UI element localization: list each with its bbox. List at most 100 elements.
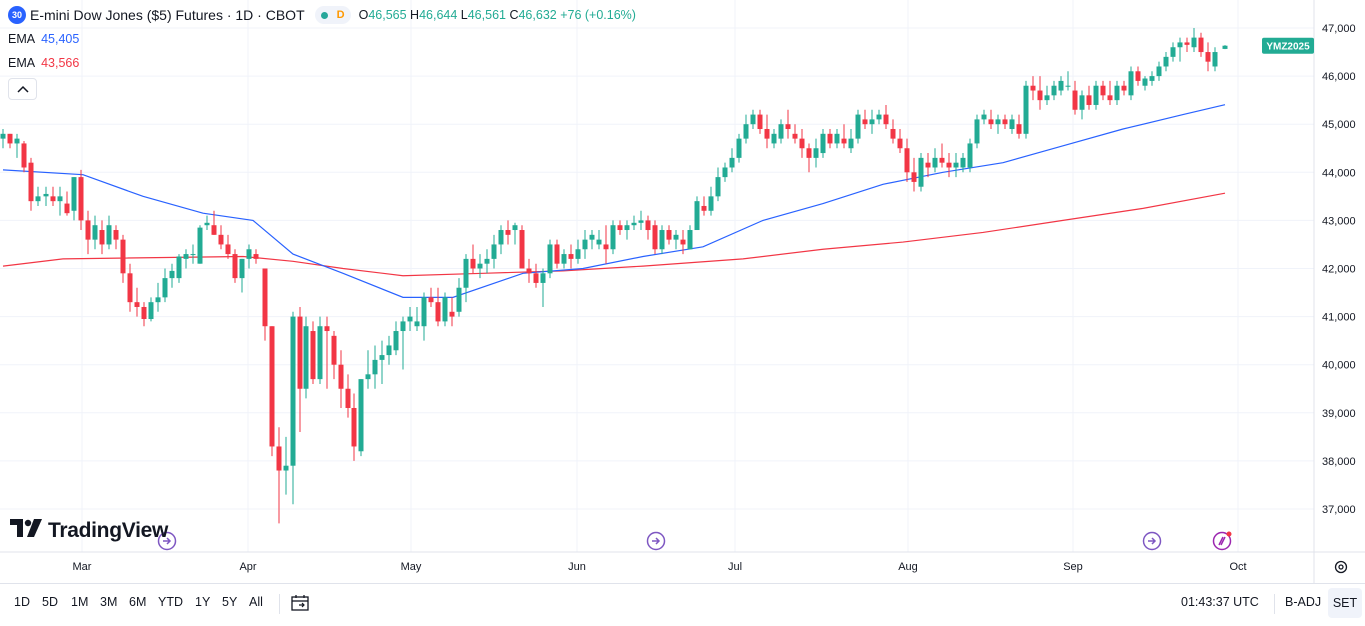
marker-glyph — [163, 537, 172, 545]
ema-legend-1[interactable]: EMA 45,405 — [8, 32, 79, 46]
candle-down — [526, 258, 532, 283]
candle-up — [687, 225, 693, 250]
candle-up — [540, 268, 546, 307]
range-button-1d[interactable]: 1D — [14, 595, 30, 609]
price-badge-bg — [1262, 37, 1314, 54]
price-tick-label: 42,000 — [1322, 264, 1356, 276]
candle-up — [589, 230, 595, 250]
candle-down — [269, 326, 275, 457]
candle-body — [547, 244, 553, 274]
price-tick-label: 39,000 — [1322, 408, 1356, 420]
candle-up — [974, 114, 980, 149]
candle-up — [953, 153, 959, 178]
open-value: 46,565 — [368, 8, 407, 22]
candle-up — [981, 109, 987, 125]
candle-body — [449, 311, 455, 317]
price-chart[interactable]: 37,000 38,000 39,000 40,000 41,000 42,000 43,0… — [0, 0, 1365, 583]
candle-up — [477, 254, 483, 279]
candle-body — [162, 278, 168, 298]
candle-body — [338, 364, 344, 389]
candle-body — [792, 133, 798, 139]
candle-down — [1030, 76, 1036, 101]
candle-up — [771, 129, 777, 149]
candle-body — [324, 326, 330, 332]
range-button-5y[interactable]: 5Y — [222, 595, 238, 609]
low-value: 46,561 — [467, 8, 506, 22]
range-button-1y[interactable]: 1Y — [195, 595, 211, 609]
candle-down — [218, 225, 224, 250]
candle-body — [1107, 95, 1113, 101]
candle-down — [1135, 66, 1141, 86]
collapse-legend-button[interactable] — [8, 78, 37, 100]
candle-up — [400, 316, 406, 370]
candle-body — [120, 239, 126, 274]
candle-up — [204, 215, 210, 231]
set-button[interactable]: SET — [1328, 588, 1362, 618]
candle-body — [477, 263, 483, 269]
candle-body — [981, 114, 987, 120]
candle-down — [862, 109, 868, 130]
symbol-title[interactable]: E-mini Dow Jones ($5) Futures · 1D · CBO… — [30, 7, 305, 23]
candle-body — [351, 407, 357, 447]
candle-body — [778, 124, 784, 139]
candle-down — [99, 220, 105, 255]
candle-up — [283, 436, 289, 495]
candle-body — [911, 172, 917, 182]
candle-body — [92, 225, 98, 240]
range-button-6m[interactable]: 6M — [129, 595, 147, 609]
candle-down — [890, 119, 896, 144]
candle-body — [393, 331, 399, 351]
candle-body — [645, 220, 651, 231]
logo-text: TradingView — [48, 519, 169, 542]
candle-body — [14, 138, 20, 144]
candle-up — [148, 297, 154, 322]
candle-down — [652, 220, 658, 255]
candle-down — [1086, 85, 1092, 110]
candle-down — [925, 153, 931, 178]
candle-body — [1044, 95, 1050, 101]
badj-button[interactable]: B-ADJ — [1285, 595, 1322, 609]
range-button-all[interactable]: All — [249, 595, 263, 609]
candle-body — [456, 287, 462, 312]
candle-down — [470, 244, 476, 274]
candle-body — [435, 302, 441, 322]
candle-body — [799, 138, 805, 149]
candle-body — [1135, 71, 1141, 81]
utc-clock[interactable]: 01:43:37 UTC — [1181, 595, 1259, 609]
tradingview-logo[interactable]: TradingView — [10, 519, 168, 543]
range-button-5d[interactable]: 5D — [42, 595, 58, 609]
range-button-3m[interactable]: 3M — [100, 595, 118, 609]
candle-body — [99, 230, 105, 245]
candle-up — [624, 220, 630, 240]
candle-up — [463, 254, 469, 303]
candle-up — [1170, 42, 1176, 62]
gear-icon[interactable] — [1333, 559, 1349, 575]
candle-down — [806, 143, 812, 173]
candle-up — [14, 133, 20, 158]
ema-legend-2[interactable]: EMA 43,566 — [8, 56, 79, 70]
range-button-1m[interactable]: 1M — [71, 595, 89, 609]
candle-body — [904, 148, 910, 173]
candle-body — [345, 388, 351, 408]
candle-body — [519, 230, 525, 269]
candle-body — [470, 258, 476, 269]
candle-up — [932, 148, 938, 173]
candle-body — [1023, 85, 1029, 134]
time-axis[interactable]: Mar Apr May Jun Jul Aug Sep Oct — [73, 561, 1247, 573]
candle-body — [813, 148, 819, 158]
candle-body — [988, 119, 994, 125]
price-axis[interactable]: 37,000 38,000 39,000 40,000 41,000 42,000 43,0… — [1322, 23, 1356, 516]
range-button-ytd[interactable]: YTD — [158, 595, 183, 609]
marker-alert-dot — [1226, 531, 1232, 537]
current-price-badge: YMZ2025 — [1262, 37, 1314, 54]
candle-up — [239, 258, 245, 293]
candle-body — [386, 345, 392, 356]
calendar-icon[interactable] — [290, 593, 310, 613]
market-status-pill[interactable]: D — [314, 6, 351, 24]
candle-body — [568, 254, 574, 259]
candle-up — [1114, 80, 1120, 105]
candle-up — [876, 109, 882, 125]
candle-up — [372, 345, 378, 389]
price-tick-label: 47,000 — [1322, 23, 1356, 35]
candle-down — [757, 109, 763, 134]
